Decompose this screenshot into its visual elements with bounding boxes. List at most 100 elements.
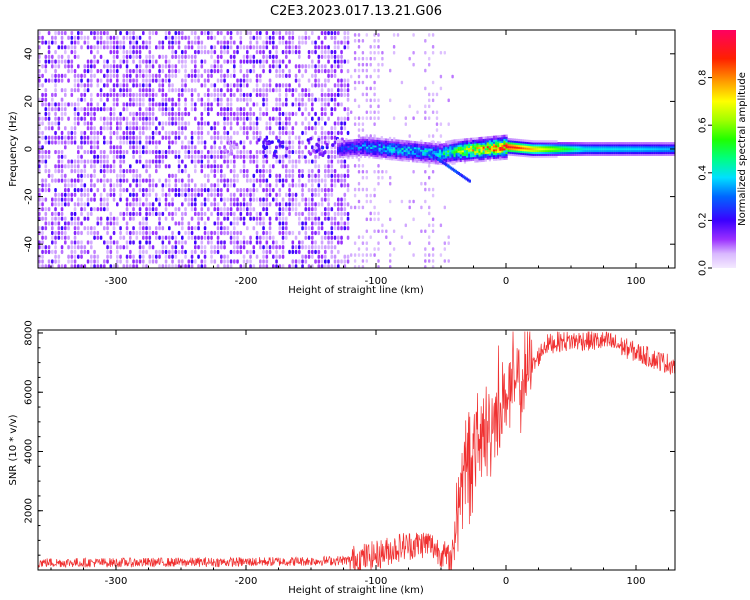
spectrogram-cell xyxy=(242,145,246,150)
spectrogram-cell xyxy=(96,259,100,264)
spectrogram-cell xyxy=(106,78,109,83)
spectrogram-cell xyxy=(578,153,581,156)
spectrogram-cell xyxy=(314,40,317,45)
spectrogram-cell xyxy=(116,130,119,136)
spectrogram-cell xyxy=(184,249,187,255)
spectrogram-cell xyxy=(151,73,155,78)
spectrogram-cell xyxy=(135,135,139,140)
spectrogram-cell xyxy=(252,183,256,188)
spectrogram-cell xyxy=(213,35,217,40)
spectrogram-cell xyxy=(453,148,456,152)
spectrogram-cell xyxy=(181,49,184,55)
spectrogram-cell xyxy=(439,223,443,228)
spectrogram-cell xyxy=(424,259,427,263)
spectrogram-cell xyxy=(601,147,604,151)
spectrogram-cell xyxy=(478,144,481,148)
spectrogram-cell xyxy=(155,149,158,155)
spectrogram-cell xyxy=(93,135,96,140)
spectrogram-cell xyxy=(359,144,363,147)
spectrogram-cell xyxy=(431,44,435,49)
spectrogram-cell xyxy=(129,92,132,98)
spectrogram-cell xyxy=(203,30,207,36)
spectrogram-cell xyxy=(561,151,564,155)
spectrogram-cell xyxy=(372,148,375,152)
spectrogram-cell xyxy=(158,226,161,231)
spectrogram-cell xyxy=(194,35,197,40)
spectrogram-cell xyxy=(355,152,358,155)
spectrogram-cell xyxy=(490,137,494,141)
spectrogram-cell xyxy=(93,59,96,64)
spectrogram-cell xyxy=(634,149,637,153)
spectrogram-cell xyxy=(213,126,217,131)
spectrogram-cell xyxy=(307,88,311,93)
spectrogram-cell xyxy=(449,142,452,145)
spectrogram-cell xyxy=(190,188,194,193)
spectrogram-cell xyxy=(252,88,256,93)
spectrogram-cell xyxy=(416,143,419,146)
spectrogram-cell xyxy=(513,142,516,145)
spectrogram-cell xyxy=(51,226,54,231)
spectrogram-cell xyxy=(80,188,83,193)
spectrogram-cell xyxy=(434,148,437,152)
spectrogram-cell xyxy=(96,49,100,55)
spectrogram-cell xyxy=(47,116,51,121)
spectrogram-cell xyxy=(122,116,126,121)
spectrogram-cell xyxy=(436,148,440,152)
spectrogram-cell xyxy=(563,145,566,149)
spectrogram-cell xyxy=(653,142,656,145)
spectrogram-cell xyxy=(472,152,475,156)
spectrogram-cell xyxy=(200,45,204,50)
spectrogram-cell xyxy=(291,88,295,93)
spectrogram-cell xyxy=(220,211,223,217)
spectrogram-cell xyxy=(337,140,340,144)
spectrogram-cell xyxy=(125,140,129,145)
spectrogram-cell xyxy=(116,183,119,188)
spectrogram-cell xyxy=(184,197,187,202)
spectrogram-cell xyxy=(262,264,265,268)
spectrogram-cell xyxy=(70,164,74,169)
spectrogram-cell xyxy=(497,139,500,142)
spectrogram-cell xyxy=(307,245,311,250)
spectrogram-cell xyxy=(372,146,375,150)
spectrogram-cell xyxy=(64,111,67,117)
spectrogram-cell xyxy=(190,69,194,74)
spectrogram-cell xyxy=(60,30,64,36)
spectrogram-cell xyxy=(83,88,87,93)
spectrogram-cell xyxy=(659,144,662,147)
spectrogram-cell xyxy=(216,240,220,245)
spectrogram-cell xyxy=(532,149,535,153)
spectrogram-cell xyxy=(526,145,529,148)
spectrogram-cell xyxy=(422,158,425,162)
spectrogram-cell xyxy=(171,64,174,69)
spectrogram-cell xyxy=(542,153,546,156)
spectrogram-cell xyxy=(64,188,67,193)
spectrogram-cell xyxy=(311,249,314,255)
spectrogram-cell xyxy=(174,211,178,217)
spectrogram-cell xyxy=(320,111,324,117)
spectrogram-cell xyxy=(294,88,298,93)
spectrogram-cell xyxy=(424,247,427,251)
spectrogram-cell xyxy=(436,162,440,165)
spectrogram-cell xyxy=(93,116,96,121)
spectrogram-cell xyxy=(307,235,311,240)
spectrogram-cell xyxy=(630,151,633,155)
spectrogram-cell xyxy=(151,78,155,83)
spectrogram-cell xyxy=(611,147,614,151)
spectrogram-cell xyxy=(438,149,442,152)
spectrogram-cell xyxy=(242,254,246,259)
spectrogram-cell xyxy=(64,59,67,64)
spectrogram-cell xyxy=(168,64,171,69)
spectrogram-cell xyxy=(346,211,350,217)
spectrogram-cell xyxy=(327,102,330,107)
spectrogram-cell xyxy=(499,140,502,144)
spectrogram-cell xyxy=(99,54,103,59)
spectrogram-cell xyxy=(125,49,129,55)
spectrogram-cell xyxy=(265,202,269,207)
spectrogram-cell xyxy=(138,183,142,188)
spectrogram-cell xyxy=(60,97,64,102)
spectrogram-cell xyxy=(324,188,327,193)
spectrogram-cell xyxy=(151,259,155,264)
spectrogram-cell xyxy=(229,92,233,98)
spectrogram-cell xyxy=(207,192,210,197)
spectrogram-cell xyxy=(393,144,396,148)
